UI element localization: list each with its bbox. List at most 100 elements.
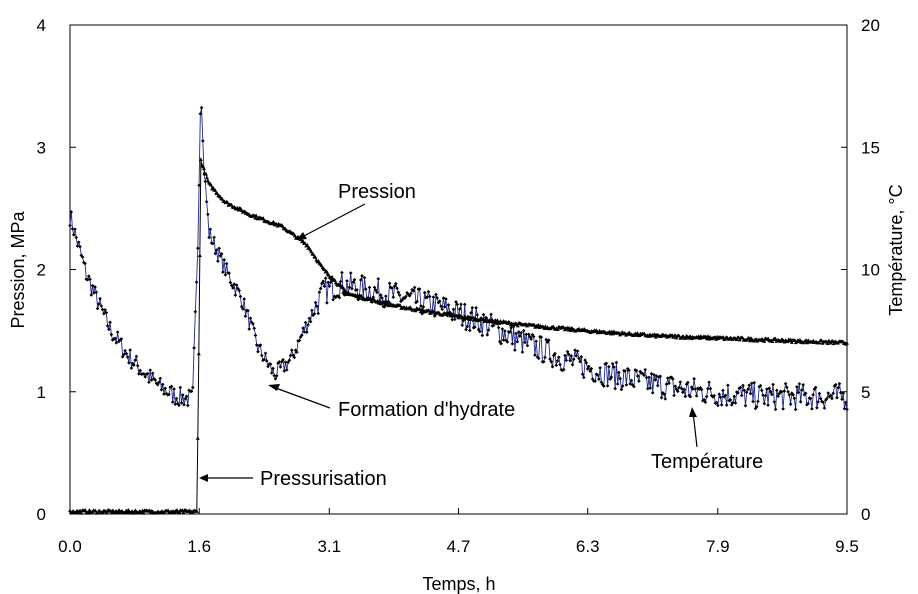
- temperature-point: [70, 227, 75, 231]
- temperature-point: [751, 399, 755, 404]
- temperature-point: [283, 360, 288, 365]
- temperature-point: [714, 400, 719, 405]
- temperature-point: [138, 368, 142, 373]
- temperature-point: [450, 317, 455, 322]
- temperature-point: [508, 330, 512, 334]
- temperature-point: [748, 391, 753, 396]
- temperature-point: [271, 366, 275, 371]
- temperature-point: [587, 364, 591, 369]
- temperature-point: [93, 285, 97, 289]
- pressure-point: [213, 188, 218, 192]
- annotation-temperature: Température: [651, 407, 763, 473]
- temperature-point: [407, 294, 412, 298]
- pressure-point: [194, 509, 199, 513]
- pressure-series: [68, 157, 849, 515]
- temperature-point: [134, 354, 139, 359]
- pressure-point: [271, 219, 276, 224]
- temperature-point: [167, 392, 171, 397]
- temperature-point: [404, 294, 408, 299]
- temperature-point: [115, 330, 120, 334]
- temperature-point: [340, 270, 344, 275]
- temperature-point: [642, 373, 646, 378]
- temperature-point: [321, 279, 325, 284]
- temperature-point: [491, 323, 496, 328]
- temperature-point: [310, 308, 314, 313]
- temperature-point: [478, 329, 482, 334]
- temperature-point: [708, 386, 713, 391]
- temperature-point: [272, 373, 277, 378]
- temperature-point: [659, 395, 664, 400]
- temperature-point: [555, 359, 560, 363]
- temperature-point: [533, 353, 537, 357]
- annotation-temperature-arrow: [692, 411, 698, 448]
- temperature-point: [229, 283, 234, 288]
- temperature-point: [559, 367, 564, 372]
- temperature-point: [796, 390, 800, 395]
- temperature-point: [75, 244, 80, 248]
- temperature-point: [405, 291, 409, 295]
- temperature-point: [476, 327, 481, 332]
- temperature-point: [500, 327, 505, 331]
- temperature-point: [305, 330, 309, 334]
- temperature-point: [721, 388, 725, 393]
- temperature-point: [219, 252, 224, 256]
- temperature-point: [513, 348, 517, 352]
- temperature-point: [589, 366, 594, 371]
- temperature-point: [332, 294, 337, 299]
- temperature-point: [194, 280, 199, 284]
- temperature-point: [199, 105, 204, 110]
- temperature-point: [128, 348, 132, 352]
- temperature-point: [798, 400, 803, 404]
- temperature-point: [759, 388, 764, 393]
- temperature-point: [534, 339, 538, 344]
- pressure-point: [141, 511, 146, 515]
- temperature-point: [94, 290, 99, 294]
- temperature-point: [218, 254, 223, 258]
- temperature-point: [777, 391, 782, 396]
- pressure-point: [762, 339, 767, 343]
- temperature-point: [276, 361, 280, 365]
- temperature-point: [278, 365, 283, 369]
- temperature-point: [806, 401, 810, 406]
- temperature-point: [431, 295, 436, 299]
- temperature-point: [234, 283, 239, 287]
- temperature-point: [801, 383, 805, 387]
- temperature-point: [467, 328, 472, 333]
- temperature-point: [178, 385, 183, 390]
- temperature-point: [400, 298, 404, 302]
- temperature-point: [231, 286, 235, 290]
- temperature-point: [785, 385, 789, 390]
- pressure-point: [83, 508, 88, 512]
- temperature-point: [228, 280, 233, 285]
- temperature-point: [331, 297, 335, 302]
- temperature-point: [733, 401, 738, 405]
- temperature-point: [204, 199, 209, 204]
- temperature-point: [164, 391, 169, 396]
- temperature-point: [149, 378, 154, 382]
- temperature-point: [290, 348, 294, 352]
- pressure-point: [198, 157, 203, 161]
- temperature-point: [214, 248, 219, 252]
- temperature-point: [411, 289, 416, 293]
- y-right-tick-label: 5: [861, 383, 870, 402]
- temperature-point: [125, 355, 130, 359]
- temperature-point: [719, 403, 724, 407]
- y-right-tick-label: 20: [861, 16, 880, 35]
- temperature-point: [674, 387, 679, 391]
- temperature-point: [845, 407, 849, 412]
- pressure-point: [831, 341, 836, 346]
- temperature-point: [150, 371, 155, 376]
- temperature-point: [758, 383, 763, 388]
- temperature-point: [308, 319, 313, 324]
- temperature-point: [536, 356, 541, 361]
- temperature-point: [732, 394, 737, 399]
- temperature-point: [707, 380, 711, 385]
- pressure-point: [653, 335, 658, 339]
- temperature-point: [145, 371, 150, 376]
- temperature-point: [828, 393, 833, 398]
- temperature-point: [302, 330, 307, 334]
- temperature-point: [747, 383, 752, 387]
- temperature-point: [531, 334, 536, 339]
- temperature-point: [486, 328, 491, 332]
- temperature-point: [99, 304, 104, 308]
